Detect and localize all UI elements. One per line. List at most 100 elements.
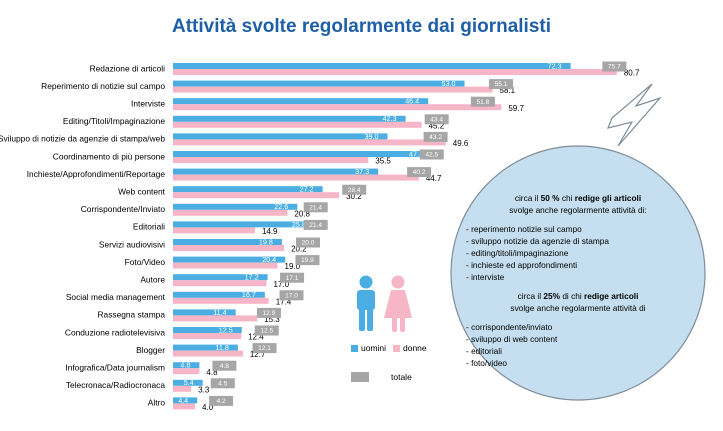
marker-totale xyxy=(407,167,432,178)
data-label-uomini: 42.3 xyxy=(383,114,397,123)
callout-text: circa il 50 % chi redige gli articoli sv… xyxy=(466,192,690,369)
category-label: Corrispondente/Inviato xyxy=(81,204,166,214)
category-label: Telecronaca/Radiocronaca xyxy=(66,380,166,390)
data-label-totale: 12.9 xyxy=(263,310,276,317)
data-label-donne: 14.9 xyxy=(262,227,278,236)
data-label-totale: 19.9 xyxy=(301,257,314,264)
marker-totale xyxy=(303,219,328,230)
legend-label-totale: totale xyxy=(391,372,412,382)
male-person-icon xyxy=(357,275,375,331)
data-label-donne: 80.7 xyxy=(624,69,640,78)
category-label: Rassegna stampa xyxy=(97,310,165,320)
bar-uomini xyxy=(173,362,200,369)
bar-donne xyxy=(173,297,269,304)
data-label-totale: 42.5 xyxy=(425,152,438,159)
bar-donne xyxy=(173,315,258,322)
list-item: - editoriali xyxy=(466,346,502,356)
data-label-uomini: 53.0 xyxy=(442,79,456,88)
marker-totale xyxy=(252,343,277,354)
data-label-donne: 20.2 xyxy=(291,245,307,254)
category-label: Blogger xyxy=(136,345,165,355)
lightning-bolt-icon xyxy=(607,83,662,147)
bar-donne xyxy=(173,403,195,410)
callout-circle xyxy=(450,145,706,401)
marker-totale xyxy=(423,131,448,142)
bar-uomini xyxy=(173,379,203,386)
data-label-donne: 49.6 xyxy=(453,139,469,148)
category-label: Servizi audiovisivi xyxy=(99,239,165,249)
data-label-uomini: 5.4 xyxy=(184,378,194,387)
list-item: - foto/video xyxy=(466,358,508,368)
category-label: Coordinamento di più persone xyxy=(53,151,166,161)
data-label-totale: 55.1 xyxy=(495,81,508,88)
data-label-uomini: 19.8 xyxy=(259,237,273,246)
bar-donne xyxy=(173,157,369,163)
data-label-donne: 20.8 xyxy=(294,209,310,218)
data-label-donne: 58.1 xyxy=(500,86,516,95)
bar-donne xyxy=(173,104,502,111)
female-person-icon xyxy=(384,275,412,332)
bar-uomini xyxy=(173,80,465,87)
list-item: - sviluppo notizie da agenzie di stampa xyxy=(466,236,609,246)
callout-block1-subheading: svolge anche regolarmente attività di: xyxy=(509,205,647,215)
chart-title: Attività svolte regolarmente dai giornal… xyxy=(171,16,552,37)
legend-swatch-uomini xyxy=(351,345,358,352)
data-label-uomini: 22.6 xyxy=(274,202,288,211)
category-label: Infografica/Data journalism xyxy=(65,363,165,373)
data-label-totale: 21.4 xyxy=(309,222,322,229)
bar-uomini xyxy=(173,203,298,210)
bar-uomini xyxy=(173,239,282,245)
data-label-uomini: 25.8 xyxy=(292,220,306,229)
callout-block2-list: - corrispondente/inviato - sviluppo di w… xyxy=(466,321,690,369)
marker-totale xyxy=(280,272,305,283)
bar-donne xyxy=(173,86,493,93)
callout-block1-heading: circa il 50 % chi redige gli articoli xyxy=(514,193,642,203)
data-label-donne: 12.7 xyxy=(250,350,266,359)
bar-donne xyxy=(173,385,192,392)
bar-donne xyxy=(173,227,255,234)
callout-block2-heading: circa il 25% di chi redige articoli xyxy=(517,291,639,301)
data-label-uomini: 4.8 xyxy=(180,361,190,370)
bar-donne xyxy=(173,333,242,339)
data-label-uomini: 12.5 xyxy=(219,325,233,334)
marker-totale xyxy=(212,360,237,371)
bar-uomini xyxy=(173,309,236,316)
data-label-donne: 44.7 xyxy=(426,174,442,183)
bar-uomini xyxy=(173,151,433,157)
bar-donne xyxy=(173,262,278,269)
data-label-uomini: 27.2 xyxy=(300,185,314,194)
data-label-totale: 43.4 xyxy=(430,116,443,123)
data-label-uomini: 16.7 xyxy=(242,290,256,299)
category-label: Autore xyxy=(140,275,165,285)
data-label-uomini: 72.3 xyxy=(548,61,562,70)
bar-uomini xyxy=(173,115,406,122)
category-label: Altro xyxy=(148,398,166,408)
bar-uomini xyxy=(173,397,198,404)
data-label-uomini: 11.8 xyxy=(215,343,228,352)
list-item: - interviste xyxy=(466,272,505,282)
data-label-donne: 17.4 xyxy=(276,297,292,306)
category-label: Editoriali xyxy=(133,222,165,232)
list-item: - corrispondente/inviato xyxy=(466,322,553,332)
marker-totale xyxy=(602,61,627,72)
data-label-totale: 51.8 xyxy=(476,99,489,106)
category-label: Conduzione radiotelevisiva xyxy=(65,327,165,337)
bar-uomini xyxy=(173,63,571,69)
data-label-donne: 4.8 xyxy=(206,368,218,377)
marker-totale xyxy=(303,202,328,213)
data-label-donne: 3.3 xyxy=(198,385,210,394)
data-label-totale: 75.7 xyxy=(608,64,621,71)
bar-donne xyxy=(173,192,340,199)
bar-donne xyxy=(173,139,446,146)
marker-totale xyxy=(419,149,444,160)
bar-uomini xyxy=(173,133,388,140)
bar-donne xyxy=(173,280,267,287)
marker-totale xyxy=(279,290,304,301)
data-label-donne: 12.4 xyxy=(248,333,264,342)
bar-donne xyxy=(173,69,617,75)
data-label-donne: 4.0 xyxy=(202,403,214,412)
legend-swatch-donne xyxy=(393,345,400,352)
list-item: - editing/titoli/impaginazione xyxy=(466,248,569,258)
data-label-donne: 19.0 xyxy=(285,262,301,271)
